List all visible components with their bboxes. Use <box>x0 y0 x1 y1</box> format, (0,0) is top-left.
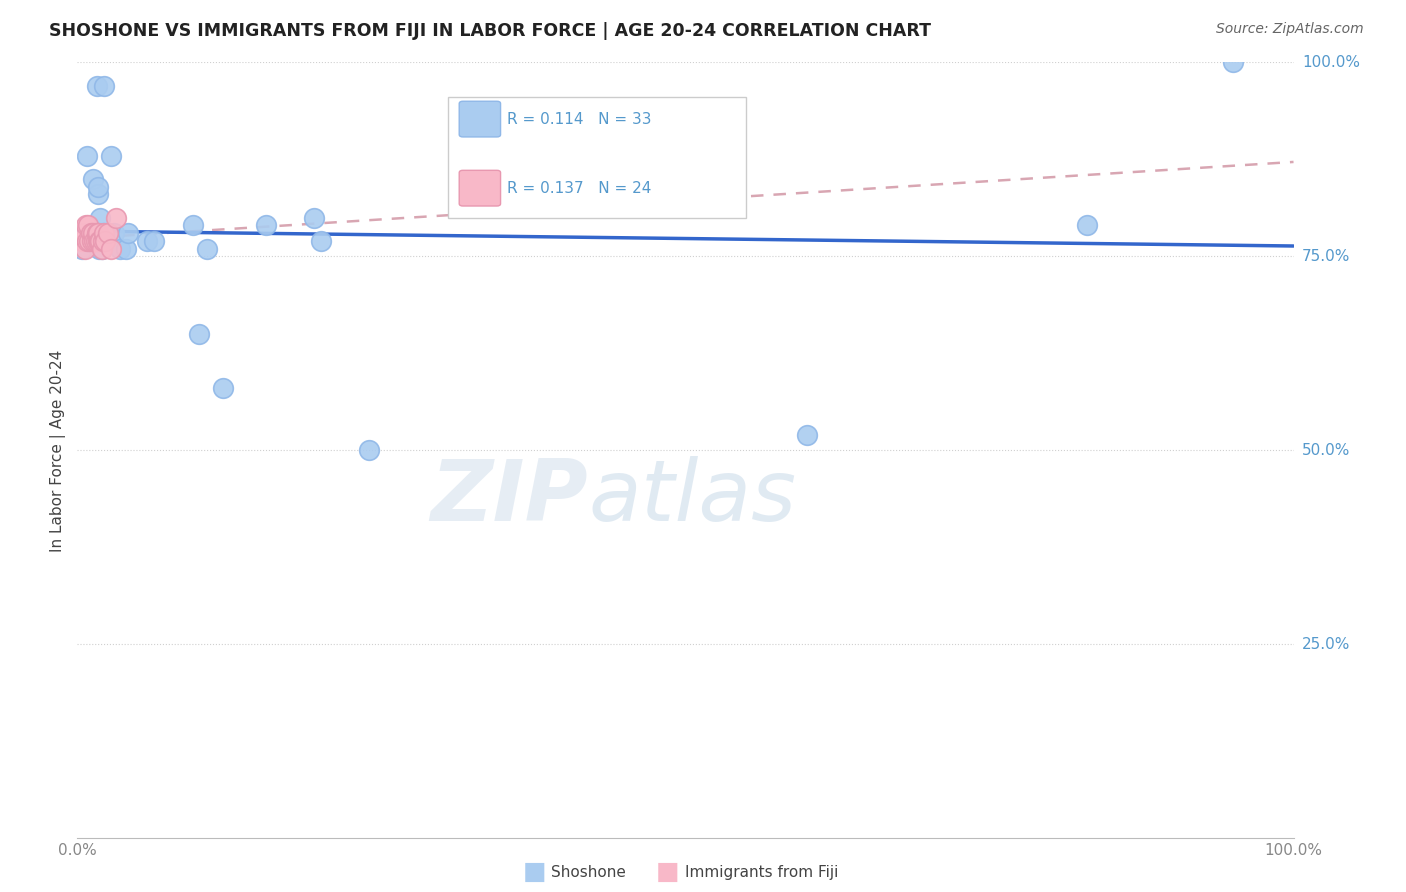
Text: Immigrants from Fiji: Immigrants from Fiji <box>685 865 838 880</box>
Text: 75.0%: 75.0% <box>1302 249 1350 264</box>
Point <box>181 219 204 233</box>
Point <box>304 211 326 225</box>
Point <box>89 226 111 240</box>
Point <box>90 234 112 248</box>
Point <box>90 242 112 256</box>
Point <box>76 234 98 248</box>
Point <box>89 226 111 240</box>
Point <box>82 226 104 240</box>
FancyBboxPatch shape <box>460 170 501 206</box>
Point <box>1222 55 1244 70</box>
Point <box>100 242 122 256</box>
Point <box>87 179 110 194</box>
Text: 100.0%: 100.0% <box>1302 55 1360 70</box>
Point <box>212 381 235 395</box>
Point <box>76 148 98 162</box>
Point <box>115 242 138 256</box>
Point <box>75 219 97 233</box>
Point <box>84 234 107 248</box>
Point <box>82 171 104 186</box>
Point <box>89 234 111 248</box>
Point <box>70 242 93 256</box>
Point <box>79 234 101 248</box>
Point <box>309 234 332 248</box>
Text: R = 0.137   N = 24: R = 0.137 N = 24 <box>506 181 651 195</box>
Text: ■: ■ <box>523 861 546 884</box>
Point <box>197 242 219 256</box>
Point <box>117 226 139 240</box>
Point <box>103 226 125 240</box>
Point <box>93 226 115 240</box>
Text: atlas: atlas <box>588 456 796 539</box>
Point <box>83 234 105 248</box>
Point <box>188 326 211 341</box>
Point <box>91 234 114 248</box>
Text: 25.0%: 25.0% <box>1302 637 1350 652</box>
Point <box>89 234 111 248</box>
Point <box>1076 219 1098 233</box>
Text: 50.0%: 50.0% <box>1302 443 1350 458</box>
Point <box>86 226 108 240</box>
Point <box>89 242 111 256</box>
Point <box>105 211 128 225</box>
Point <box>90 242 112 256</box>
Text: ■: ■ <box>657 861 679 884</box>
Point <box>93 78 115 93</box>
Text: R = 0.114   N = 33: R = 0.114 N = 33 <box>506 112 651 127</box>
Point <box>87 187 110 202</box>
Point <box>142 234 165 248</box>
Point <box>796 428 818 442</box>
Point <box>135 234 157 248</box>
Point <box>100 148 122 162</box>
FancyBboxPatch shape <box>460 101 501 137</box>
Text: Shoshone: Shoshone <box>551 865 626 880</box>
Point <box>254 219 277 233</box>
Point <box>108 242 131 256</box>
Point <box>97 226 120 240</box>
Text: Source: ZipAtlas.com: Source: ZipAtlas.com <box>1216 22 1364 37</box>
Point <box>89 211 111 225</box>
Point <box>91 226 114 240</box>
Point <box>91 234 114 248</box>
Point <box>70 234 93 248</box>
Point <box>80 234 103 248</box>
Point <box>77 219 100 233</box>
Point <box>94 234 117 248</box>
Y-axis label: In Labor Force | Age 20-24: In Labor Force | Age 20-24 <box>49 350 66 551</box>
Point <box>80 226 103 240</box>
Point <box>87 234 110 248</box>
Point <box>72 226 94 240</box>
Point <box>86 78 108 93</box>
Point <box>359 443 381 458</box>
Text: ZIP: ZIP <box>430 456 588 539</box>
Point <box>87 226 110 240</box>
Text: SHOSHONE VS IMMIGRANTS FROM FIJI IN LABOR FORCE | AGE 20-24 CORRELATION CHART: SHOSHONE VS IMMIGRANTS FROM FIJI IN LABO… <box>49 22 931 40</box>
FancyBboxPatch shape <box>449 97 747 218</box>
Point <box>73 242 96 256</box>
